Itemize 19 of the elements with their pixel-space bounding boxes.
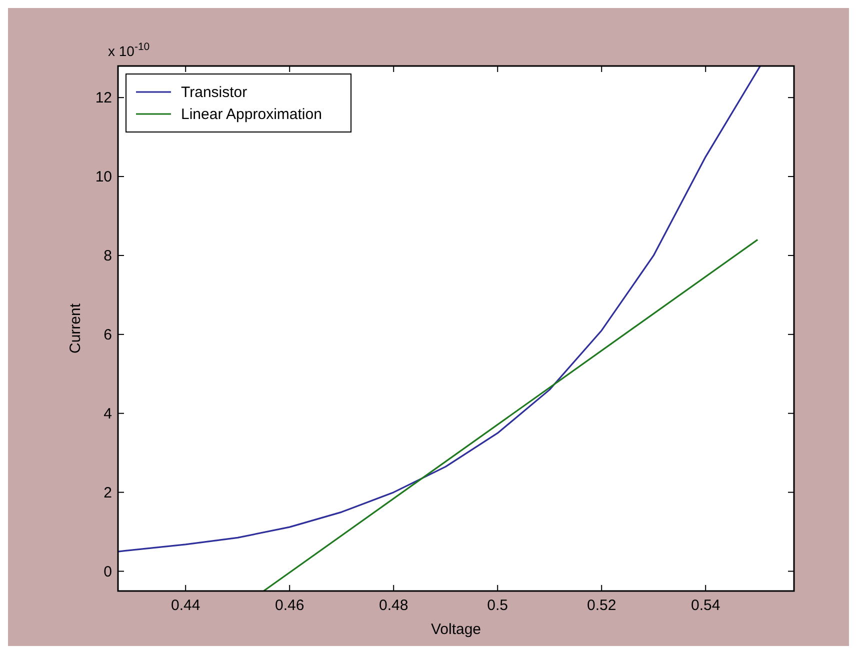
x-tick-label: 0.48 bbox=[379, 597, 408, 614]
y-axis-title: Current bbox=[67, 302, 84, 354]
y-tick-label: 10 bbox=[95, 168, 112, 186]
x-tick-label: 0.44 bbox=[171, 597, 200, 614]
text: x 10$^{-10}$ bbox=[108, 41, 150, 59]
x-tick-label: 0.54 bbox=[691, 597, 720, 614]
x-axis-title: Voltage bbox=[430, 621, 482, 638]
x-tick-label: 0.52 bbox=[587, 597, 616, 614]
y-tick-label: 8 bbox=[104, 247, 112, 264]
y-tick-label: 2 bbox=[104, 484, 112, 502]
y-tick-label: 6 bbox=[104, 326, 112, 344]
y-tick-label: 0 bbox=[104, 563, 112, 580]
legend-label: Linear Approximation bbox=[181, 106, 322, 123]
line-series bbox=[118, 66, 761, 552]
legend-label: Transistor bbox=[181, 84, 248, 101]
x-tick-label: 0.5 bbox=[487, 597, 508, 614]
y-tick-label: 4 bbox=[104, 405, 112, 422]
x-tick-label: 0.46 bbox=[275, 597, 304, 614]
y-tick-label: 12 bbox=[95, 90, 112, 107]
